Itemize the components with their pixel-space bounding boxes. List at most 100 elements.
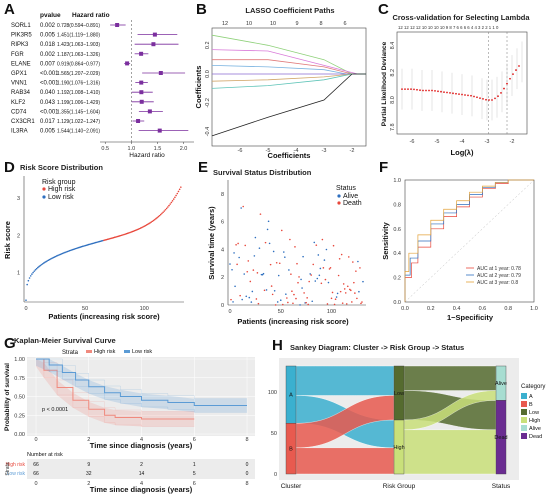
- status-point: [307, 303, 309, 306]
- status-point: [294, 246, 296, 248]
- status-point: [355, 270, 357, 272]
- status-legend-alive-dot: [337, 194, 341, 198]
- sankey-x-label: Status: [492, 483, 511, 490]
- km-ci-band: [36, 359, 195, 427]
- km-risk-row-label: Low risk: [7, 471, 26, 477]
- risk-point: [38, 265, 40, 268]
- cv-point: [503, 87, 505, 90]
- sankey-node-label: A: [289, 393, 293, 399]
- status-point: [248, 296, 251, 299]
- risk-y-tick: 2: [17, 233, 20, 239]
- lasso-x-tick: -4: [294, 148, 299, 154]
- risk-point: [157, 215, 160, 218]
- km-risk-x-tick: 4: [140, 481, 143, 487]
- status-point: [335, 296, 338, 298]
- forest-hr-text: 1.451(1.119−1.880): [57, 33, 100, 39]
- status-legend-title: Status: [336, 185, 356, 192]
- lasso-x-ticks: -6 -5 -4 -3 -2: [238, 148, 355, 154]
- sankey-diagram: A B Low High Alive Dead: [285, 365, 508, 475]
- status-point: [271, 293, 274, 296]
- km-y-tick: 0.00: [14, 432, 25, 438]
- risk-point: [154, 218, 156, 221]
- risk-point: [51, 257, 53, 260]
- panel-g: G Kaplan-Meier Survival Curve Strata Hig…: [4, 335, 255, 494]
- risk-point: [25, 299, 27, 301]
- status-point: [298, 276, 300, 278]
- risk-point: [41, 263, 44, 265]
- lasso-path: [211, 73, 366, 137]
- status-point: [337, 274, 340, 277]
- status-point: [326, 303, 329, 305]
- forest-pvalue: 0.017: [40, 119, 56, 125]
- status-point: [359, 267, 361, 269]
- sankey-node-label: Dead: [494, 435, 507, 441]
- cv-point: [458, 93, 460, 96]
- risk-point: [175, 194, 177, 197]
- status-point: [323, 259, 326, 261]
- status-point: [239, 294, 241, 297]
- km-risk-x-tick: 8: [245, 481, 248, 487]
- cv-x-label: Log(λ): [451, 148, 474, 157]
- risk-legend-high-dot: [42, 187, 46, 191]
- status-point: [238, 256, 240, 259]
- cv-point: [476, 96, 478, 99]
- status-point: [250, 301, 253, 303]
- panel-label-d: D: [4, 159, 15, 176]
- status-point: [289, 238, 291, 241]
- status-point: [313, 241, 316, 244]
- status-point: [286, 297, 288, 299]
- risk-legend-high: High risk: [48, 186, 76, 193]
- cv-point: [431, 89, 433, 92]
- cv-title: Cross-validation for Selecting Lambda: [392, 13, 530, 22]
- risk-point: [170, 201, 173, 204]
- cv-point: [455, 92, 457, 95]
- cv-x-tick: -4: [460, 139, 465, 145]
- panel-label-f: F: [379, 159, 388, 176]
- forest-point: [115, 23, 120, 27]
- status-point: [302, 255, 304, 258]
- status-point: [279, 299, 282, 302]
- sankey-y-tick: 50: [271, 431, 277, 437]
- risk-point: [139, 227, 142, 229]
- sankey-x-label: Risk Group: [383, 483, 416, 490]
- km-risk-value: 0: [246, 462, 249, 468]
- status-point: [252, 269, 255, 271]
- cv-point: [407, 88, 409, 91]
- risk-y-tick: 1: [17, 270, 20, 276]
- risk-point: [44, 261, 46, 264]
- cv-y-label: Partial Likelihood Deviance: [381, 41, 388, 126]
- cv-point: [410, 88, 412, 91]
- sankey-flow: [403, 365, 497, 391]
- forest-hr-text: 0.728(0.594−0.891): [57, 23, 100, 29]
- sankey-legend-item: Dead: [529, 434, 542, 440]
- forest-point: [136, 119, 141, 123]
- panel-label-b: B: [196, 1, 207, 18]
- risk-point: [34, 269, 37, 271]
- forest-x-tick: 1.5: [154, 146, 162, 152]
- status-point: [320, 282, 323, 285]
- panel-b: B LASSO Coefficient Paths 12 10 10 9 8 6 -6 -5…: [194, 1, 367, 160]
- roc-y-tick: 0.4: [393, 251, 401, 257]
- status-point: [277, 274, 280, 277]
- forest-hr-text: 1.544(1.140−2.091): [57, 129, 100, 135]
- sankey-legend-key: [521, 433, 527, 439]
- status-point: [274, 304, 277, 306]
- risk-point: [178, 188, 181, 191]
- status-point: [275, 261, 278, 264]
- forest-point: [139, 51, 144, 56]
- forest-pvalue: 0.018: [40, 42, 56, 48]
- risk-points: [25, 186, 182, 301]
- roc-x-tick: 0.4: [453, 306, 461, 312]
- sankey-legend-key: [521, 409, 527, 415]
- cv-point: [497, 95, 499, 98]
- forest-point: [139, 90, 144, 95]
- km-risk-value: 9: [87, 462, 90, 468]
- risk-y-label: Risk score: [3, 221, 12, 259]
- sankey-x-label: Cluster: [281, 483, 302, 490]
- status-point: [340, 253, 343, 256]
- risk-y-tick: 3: [17, 196, 20, 202]
- risk-point: [32, 271, 34, 274]
- sankey-node-label: High: [393, 445, 404, 451]
- status-x-tick: 0: [228, 309, 231, 315]
- risk-point: [35, 267, 38, 270]
